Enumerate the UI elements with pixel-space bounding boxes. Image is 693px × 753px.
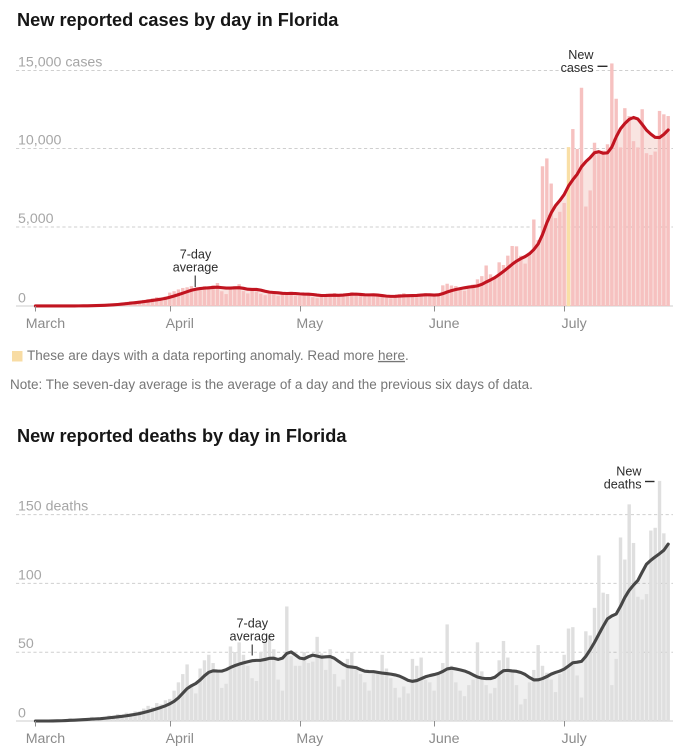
- svg-text:New: New: [616, 465, 642, 479]
- svg-text:150 deaths: 150 deaths: [18, 499, 88, 515]
- svg-text:50: 50: [18, 636, 34, 652]
- svg-text:10,000: 10,000: [18, 133, 62, 149]
- svg-text:March: March: [26, 731, 65, 747]
- svg-text:7-day: 7-day: [180, 248, 212, 262]
- svg-text:March: March: [26, 316, 65, 332]
- svg-text:May: May: [296, 316, 324, 332]
- svg-text:May: May: [296, 731, 324, 747]
- svg-text:cases: cases: [561, 61, 594, 75]
- svg-text:7-day: 7-day: [237, 617, 269, 631]
- svg-text:deaths: deaths: [604, 478, 642, 492]
- svg-text:100: 100: [18, 567, 42, 583]
- svg-text:July: July: [562, 316, 588, 332]
- svg-text:New: New: [568, 48, 594, 62]
- svg-text:April: April: [166, 316, 194, 332]
- svg-text:New reported deaths by day in: New reported deaths by day in Florida: [17, 426, 347, 446]
- svg-text:June: June: [429, 731, 460, 747]
- svg-text:0: 0: [18, 291, 26, 307]
- svg-text:average: average: [230, 630, 276, 644]
- svg-text:5,000: 5,000: [18, 211, 54, 227]
- svg-text:July: July: [562, 731, 588, 747]
- svg-text:Note: The seven-day average is: Note: The seven-day average is the avera…: [10, 377, 533, 392]
- svg-text:April: April: [166, 731, 194, 747]
- svg-text:New reported cases by day in F: New reported cases by day in Florida: [17, 10, 339, 30]
- svg-text:June: June: [429, 316, 460, 332]
- svg-text:0: 0: [18, 706, 26, 722]
- svg-text:These are days with a data rep: These are days with a data reporting ano…: [27, 348, 409, 363]
- svg-text:average: average: [173, 261, 219, 275]
- svg-text:15,000 cases: 15,000 cases: [18, 55, 102, 71]
